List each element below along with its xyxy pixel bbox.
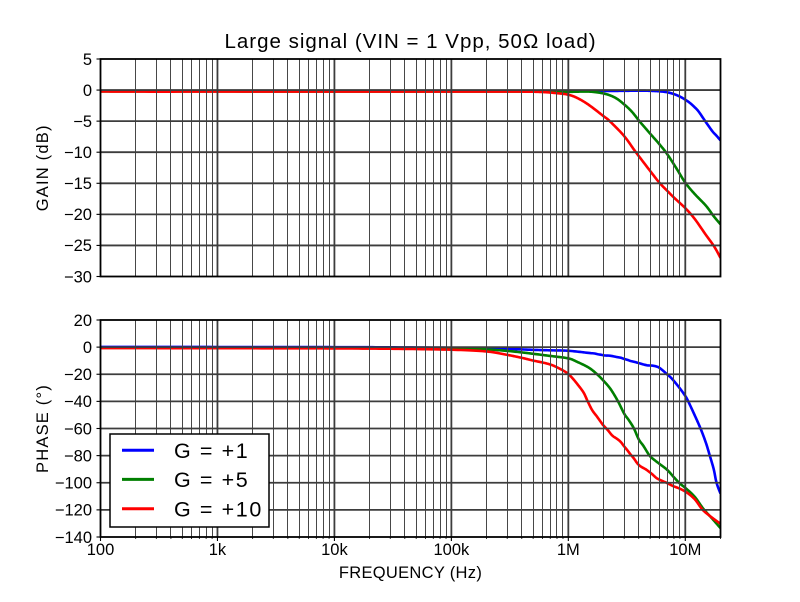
svg-text:Large signal (VIN = 1 Vpp, 50Ω: Large signal (VIN = 1 Vpp, 50Ω load) xyxy=(224,30,596,53)
svg-text:−20: −20 xyxy=(64,366,92,384)
svg-text:G = +10: G = +10 xyxy=(174,498,263,522)
svg-text:−80: −80 xyxy=(64,447,92,465)
svg-text:−10: −10 xyxy=(64,144,92,162)
svg-text:0: 0 xyxy=(83,339,92,357)
svg-text:100k: 100k xyxy=(433,541,470,559)
svg-text:FREQUENCY (Hz): FREQUENCY (Hz) xyxy=(339,564,482,582)
svg-text:G = +1: G = +1 xyxy=(174,439,249,463)
svg-text:−25: −25 xyxy=(64,237,92,255)
svg-text:5: 5 xyxy=(83,51,92,69)
svg-text:−100: −100 xyxy=(55,475,92,493)
svg-text:−20: −20 xyxy=(64,206,92,224)
svg-text:−15: −15 xyxy=(64,175,92,193)
svg-text:20: 20 xyxy=(74,312,92,330)
svg-text:−5: −5 xyxy=(73,113,92,131)
svg-text:100: 100 xyxy=(87,541,115,559)
svg-text:−30: −30 xyxy=(64,268,92,286)
svg-text:GAIN (dB): GAIN (dB) xyxy=(34,124,52,211)
svg-text:1k: 1k xyxy=(209,541,227,559)
svg-text:PHASE (°): PHASE (°) xyxy=(34,384,52,473)
svg-text:−140: −140 xyxy=(55,529,92,547)
svg-text:1M: 1M xyxy=(557,541,580,559)
svg-text:G = +5: G = +5 xyxy=(174,468,249,492)
svg-text:0: 0 xyxy=(83,82,92,100)
svg-text:−60: −60 xyxy=(64,420,92,438)
svg-text:10M: 10M xyxy=(669,541,701,559)
svg-text:−120: −120 xyxy=(55,502,92,520)
svg-text:−40: −40 xyxy=(64,393,92,411)
svg-text:10k: 10k xyxy=(321,541,348,559)
